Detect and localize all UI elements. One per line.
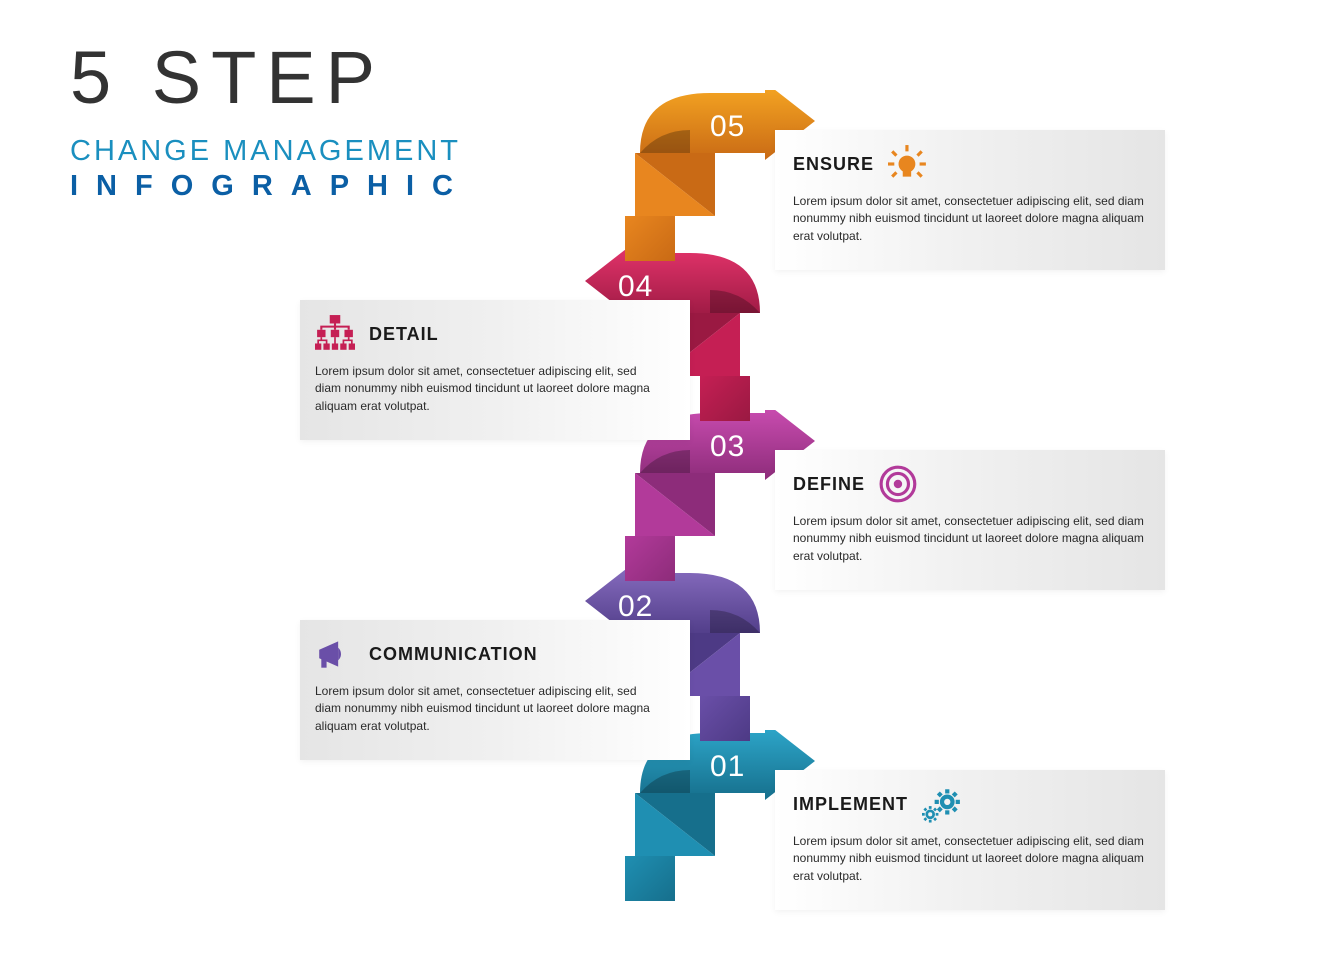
heading-line1: 5 STEP — [70, 35, 385, 120]
step-tail — [700, 696, 750, 741]
step-card: DETAIL Lorem ipsum dolor sit amet, conse… — [300, 300, 690, 440]
step-tail — [625, 536, 675, 581]
step-number: 05 — [710, 110, 745, 144]
step-title: COMMUNICATION — [315, 635, 665, 673]
step-title: DETAIL — [315, 315, 665, 353]
step-tail — [625, 216, 675, 261]
step-title: ENSURE — [793, 145, 1147, 183]
step-card: COMMUNICATION Lorem ipsum dolor sit amet… — [300, 620, 690, 760]
heading-line3: INFOGRAPHIC — [70, 170, 471, 203]
step-title: DEFINE — [793, 465, 1147, 503]
step-number: 04 — [618, 270, 653, 304]
heading-line2: CHANGE MANAGEMENT — [70, 135, 461, 168]
step-tail — [700, 376, 750, 421]
step-body: Lorem ipsum dolor sit amet, consectetuer… — [793, 513, 1147, 565]
step-title-text: COMMUNICATION — [369, 644, 538, 665]
step-number: 01 — [710, 750, 745, 784]
step-fold — [635, 793, 715, 856]
step-number: 02 — [618, 590, 653, 624]
org-chart-icon — [315, 315, 355, 353]
target-icon — [879, 465, 919, 503]
step-body: Lorem ipsum dolor sit amet, consectetuer… — [315, 363, 665, 415]
step-body: Lorem ipsum dolor sit amet, consectetuer… — [793, 833, 1147, 885]
step-card: DEFINE Lorem ipsum dolor sit amet, conse… — [775, 450, 1165, 590]
step-card: ENSURE Lorem ipsum dolor sit amet, conse… — [775, 130, 1165, 270]
step-fold — [635, 153, 715, 216]
step-title: IMPLEMENT — [793, 785, 1147, 823]
megaphone-icon — [315, 635, 355, 673]
step-tail — [625, 856, 675, 901]
step-body: Lorem ipsum dolor sit amet, consectetuer… — [793, 193, 1147, 245]
step-number: 03 — [710, 430, 745, 464]
step-title-text: ENSURE — [793, 154, 874, 175]
bulb-icon — [888, 145, 928, 183]
step-title-text: IMPLEMENT — [793, 794, 908, 815]
gears-icon — [922, 785, 962, 823]
step-fold — [635, 473, 715, 536]
step-title-text: DEFINE — [793, 474, 865, 495]
step-card: IMPLEMENT Lorem ipsum dolor sit amet, co… — [775, 770, 1165, 910]
infographic-stage: 5 STEP CHANGE MANAGEMENT INFOGRAPHIC 01 … — [0, 0, 1336, 980]
step-body: Lorem ipsum dolor sit amet, consectetuer… — [315, 683, 665, 735]
step-title-text: DETAIL — [369, 324, 439, 345]
